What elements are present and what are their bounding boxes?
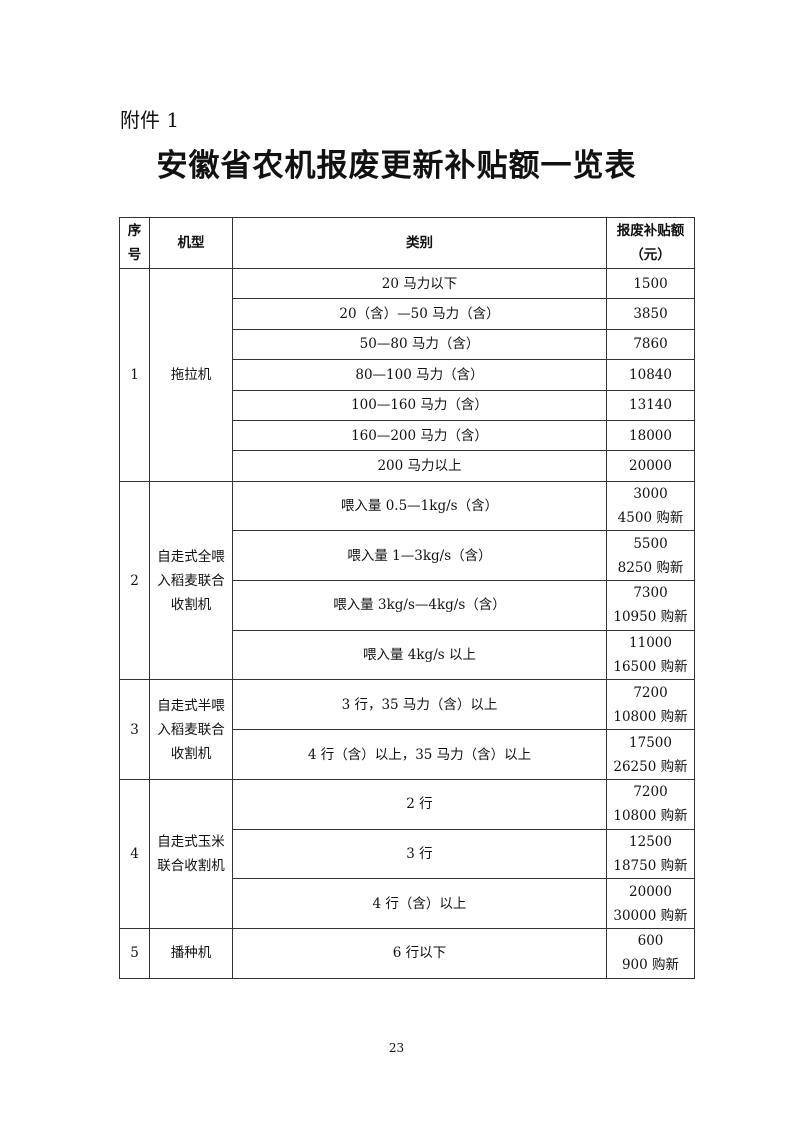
category-cell: 喂入量 1—3kg/s（含） xyxy=(232,530,607,582)
scrap-amount: 7300 xyxy=(633,585,668,602)
amount-cell: 7200 10800 购新 xyxy=(606,679,695,731)
category-cell: 200 马力以上 xyxy=(232,450,607,482)
category-cell: 3 行，35 马力（含）以上 xyxy=(232,679,607,731)
amount-cell: 1500 xyxy=(606,267,695,300)
new-purchase-amount: 16500 购新 xyxy=(613,659,688,676)
scrap-amount: 7200 xyxy=(633,784,668,801)
category-cell: 20（含）—50 马力（含） xyxy=(232,298,607,330)
amount-cell: 20000 xyxy=(606,450,695,482)
header-type: 机型 xyxy=(149,217,233,269)
amount-cell: 5500 8250 购新 xyxy=(606,530,695,582)
category-cell: 4 行（含）以上 xyxy=(232,878,607,929)
amount-cell: 600 900 购新 xyxy=(606,927,695,979)
table-row: 80—100 马力（含） 10840 xyxy=(120,359,695,391)
table-row: 4 自走式玉米联合收割机 2 行 7200 10800 购新 xyxy=(119,778,695,929)
table-row: 1 拖拉机 20 马力以下 1500 xyxy=(119,267,695,482)
amount-cell: 12500 18750 购新 xyxy=(606,828,695,880)
scrap-amount: 5500 xyxy=(633,535,668,552)
row-number: 4 xyxy=(119,778,150,929)
table-row: 4 行（含）以上 20000 30000 购新 xyxy=(120,878,695,929)
amount-cell: 18000 xyxy=(606,419,695,452)
new-purchase-amount: 10950 购新 xyxy=(613,609,688,626)
new-purchase-amount: 900 购新 xyxy=(621,957,680,974)
scrap-amount: 20000 xyxy=(629,883,672,900)
table-row: 2 自走式全喂入稻麦联合收割机 喂入量 0.5—1kg/s（含） 3000 4500 购… xyxy=(119,480,695,681)
category-cell: 6 行以下 xyxy=(232,927,607,979)
amount-cell: 10840 xyxy=(606,359,695,391)
category-cell: 20 马力以下 xyxy=(232,267,607,300)
category-cell: 喂入量 3kg/s—4kg/s（含） xyxy=(232,580,607,631)
scrap-amount: 600 xyxy=(637,933,664,950)
new-purchase-amount: 10800 购新 xyxy=(613,708,688,725)
machine-type: 自走式全喂入稻麦联合收割机 xyxy=(149,480,233,681)
machine-type: 自走式玉米联合收割机 xyxy=(149,778,233,929)
new-purchase-amount: 26250 购新 xyxy=(613,758,688,775)
new-purchase-amount: 4500 购新 xyxy=(617,510,684,527)
header-no: 序号 xyxy=(119,217,150,269)
new-purchase-amount: 30000 购新 xyxy=(613,907,688,924)
scrap-amount: 7200 xyxy=(633,684,668,701)
row-number: 3 xyxy=(119,679,150,780)
table-row: 4 行（含）以上，35 马力（含）以上 17500 26250 购新 xyxy=(120,729,695,780)
scrap-amount: 1500 xyxy=(633,275,668,292)
attachment-label: 附件 1 xyxy=(120,108,180,132)
scrap-amount: 20000 xyxy=(629,458,672,475)
new-purchase-amount: 8250 购新 xyxy=(617,559,684,576)
table-row: 3 行 12500 18750 购新 xyxy=(120,828,695,880)
category-cell: 50—80 马力（含） xyxy=(232,328,607,361)
category-cell: 喂入量 0.5—1kg/s（含） xyxy=(232,480,607,532)
amount-cell: 7200 10800 购新 xyxy=(606,778,695,830)
scrap-amount: 3000 xyxy=(633,486,668,503)
table-header-row: 序号 机型 类别 报废补贴额 （元） xyxy=(119,217,695,269)
subsidy-table: 序号 机型 类别 报废补贴额 （元） 1 拖拉机 20 马力以下 1500 20（含）—5… xyxy=(119,217,695,979)
scrap-amount: 3850 xyxy=(633,306,668,323)
table-row: 100—160 马力（含） 13140 xyxy=(120,389,695,421)
machine-type: 拖拉机 xyxy=(149,268,233,482)
scrap-amount: 12500 xyxy=(629,833,672,850)
scrap-amount: 18000 xyxy=(629,427,672,444)
scrap-amount: 10840 xyxy=(629,366,672,383)
table-row: 喂入量 3kg/s—4kg/s（含） 7300 10950 购新 xyxy=(120,580,695,631)
amount-cell: 7300 10950 购新 xyxy=(606,580,695,631)
scrap-amount: 17500 xyxy=(629,734,672,751)
category-cell: 2 行 xyxy=(232,778,607,830)
amount-cell: 13140 xyxy=(606,389,695,421)
category-cell: 80—100 马力（含） xyxy=(232,359,607,391)
amount-cell: 17500 26250 购新 xyxy=(606,729,695,780)
table-row: 20（含）—50 马力（含） 3850 xyxy=(120,298,695,330)
category-cell: 喂入量 4kg/s 以上 xyxy=(232,629,607,681)
row-number: 2 xyxy=(119,480,150,681)
scrap-amount: 13140 xyxy=(629,397,672,414)
amount-cell: 11000 16500 购新 xyxy=(606,629,695,681)
amount-cell: 3000 4500 购新 xyxy=(606,480,695,532)
new-purchase-amount: 18750 购新 xyxy=(613,857,688,874)
table-row: 160—200 马力（含） 18000 xyxy=(120,419,695,452)
category-cell: 3 行 xyxy=(232,828,607,880)
scrap-amount: 7860 xyxy=(633,336,668,353)
table-row: 5 播种机 6 行以下 600 900 购新 xyxy=(119,927,695,979)
page-number: 23 xyxy=(388,1041,405,1055)
row-number: 5 xyxy=(119,927,150,979)
machine-type: 播种机 xyxy=(149,927,233,979)
machine-type: 自走式半喂入稻麦联合收割机 xyxy=(149,679,233,780)
scrap-amount: 11000 xyxy=(629,635,672,652)
table-row: 200 马力以上 20000 xyxy=(120,450,695,482)
table-row: 喂入量 1—3kg/s（含） 5500 8250 购新 xyxy=(120,530,695,582)
amount-cell: 3850 xyxy=(606,298,695,330)
category-cell: 4 行（含）以上，35 马力（含）以上 xyxy=(232,729,607,780)
amount-cell: 7860 xyxy=(606,328,695,361)
new-purchase-amount: 10800 购新 xyxy=(613,808,688,825)
table-row: 喂入量 4kg/s 以上 11000 16500 购新 xyxy=(120,629,695,681)
header-category: 类别 xyxy=(232,217,607,269)
row-number: 1 xyxy=(119,268,150,482)
category-cell: 160—200 马力（含） xyxy=(232,419,607,452)
header-amount: 报废补贴额 （元） xyxy=(606,217,695,269)
document-title: 安徽省农机报废更新补贴额一览表 xyxy=(156,148,637,184)
category-cell: 100—160 马力（含） xyxy=(232,389,607,421)
amount-cell: 20000 30000 购新 xyxy=(606,878,695,929)
table-row: 3 自走式半喂入稻麦联合收割机 3 行，35 马力（含）以上 7200 10800 购新 xyxy=(119,679,695,780)
